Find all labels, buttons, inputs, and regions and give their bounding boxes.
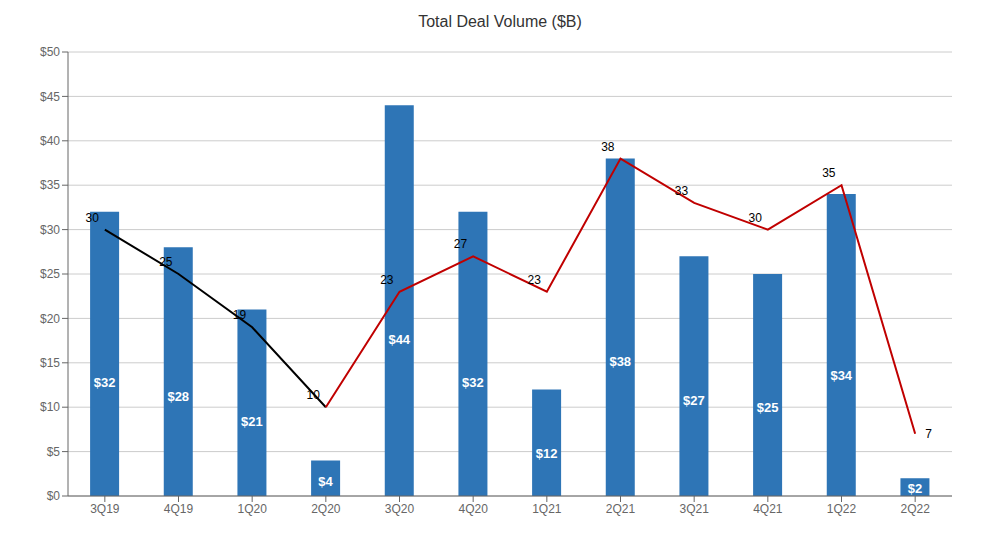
svg-text:1Q21: 1Q21	[532, 502, 562, 516]
svg-text:2Q22: 2Q22	[900, 502, 930, 516]
svg-text:$21: $21	[241, 414, 263, 429]
svg-text:38: 38	[601, 140, 615, 154]
svg-text:1Q20: 1Q20	[237, 502, 267, 516]
svg-text:$38: $38	[609, 354, 631, 369]
svg-text:$35: $35	[40, 178, 60, 192]
svg-text:$25: $25	[40, 267, 60, 281]
svg-text:$32: $32	[462, 375, 484, 390]
svg-text:4Q19: 4Q19	[164, 502, 194, 516]
svg-text:$2: $2	[908, 481, 922, 496]
svg-text:$32: $32	[94, 375, 116, 390]
svg-text:$20: $20	[40, 312, 60, 326]
svg-text:$27: $27	[683, 393, 705, 408]
svg-text:$12: $12	[536, 446, 558, 461]
svg-text:4Q21: 4Q21	[753, 502, 783, 516]
svg-text:$5: $5	[47, 445, 61, 459]
svg-text:2Q21: 2Q21	[606, 502, 636, 516]
svg-text:30: 30	[748, 211, 762, 225]
svg-text:$0: $0	[47, 489, 61, 503]
svg-text:10: 10	[306, 388, 320, 402]
svg-text:3Q19: 3Q19	[90, 502, 120, 516]
svg-text:$50: $50	[40, 45, 60, 59]
svg-text:1Q22: 1Q22	[827, 502, 857, 516]
svg-text:33: 33	[675, 184, 689, 198]
svg-text:25: 25	[159, 255, 173, 269]
svg-text:3Q20: 3Q20	[385, 502, 415, 516]
svg-text:$45: $45	[40, 90, 60, 104]
svg-text:35: 35	[822, 166, 836, 180]
svg-text:$4: $4	[318, 474, 333, 489]
svg-text:$15: $15	[40, 356, 60, 370]
svg-text:7: 7	[925, 427, 932, 441]
svg-text:$28: $28	[167, 389, 189, 404]
svg-text:30: 30	[85, 211, 99, 225]
svg-text:23: 23	[527, 273, 541, 287]
svg-text:$30: $30	[40, 223, 60, 237]
svg-text:$10: $10	[40, 400, 60, 414]
svg-text:27: 27	[454, 237, 468, 251]
svg-text:$25: $25	[757, 400, 779, 415]
svg-text:3Q21: 3Q21	[679, 502, 709, 516]
svg-text:19: 19	[233, 308, 247, 322]
svg-text:$40: $40	[40, 134, 60, 148]
svg-text:2Q20: 2Q20	[311, 502, 341, 516]
svg-text:4Q20: 4Q20	[458, 502, 488, 516]
svg-text:$34: $34	[830, 368, 852, 383]
html-text:Total Deal Volume ($B): Total Deal Volume ($B)	[418, 13, 582, 30]
svg-text:23: 23	[380, 273, 394, 287]
svg-text:$44: $44	[388, 332, 410, 347]
